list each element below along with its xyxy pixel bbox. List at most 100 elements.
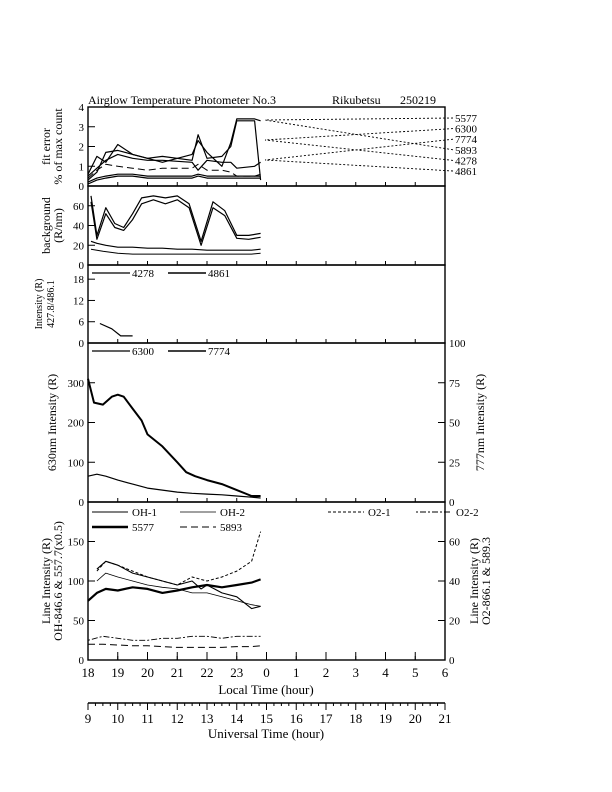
lt-tick-label: 18 xyxy=(82,665,95,680)
y-tick-label-blue-lines: 6 xyxy=(79,317,85,329)
series-blue-lines-4278 xyxy=(99,322,133,337)
series-fit-error-4278 xyxy=(87,175,261,185)
y-axis-label-line-intensity: Line Intensity (R) xyxy=(39,538,53,624)
legend-label: 5577 xyxy=(132,522,155,534)
legend-label: 6300 xyxy=(132,346,155,358)
y-tick-label-blue-lines: 0 xyxy=(79,338,85,350)
legend-label: O2-1 xyxy=(368,507,391,519)
legend-label: OH-2 xyxy=(220,507,245,519)
y-tick-label-fit-error: 3 xyxy=(79,122,85,134)
lt-tick-label: 6 xyxy=(442,665,449,680)
ut-tick-label: 11 xyxy=(141,711,154,726)
ut-tick-label: 14 xyxy=(230,711,244,726)
y-tick-label-red-lines: 100 xyxy=(68,457,85,469)
chart-station: Rikubetsu xyxy=(332,93,381,107)
series-background-bg-c xyxy=(90,240,261,251)
lt-tick-label: 3 xyxy=(353,665,360,680)
callout-leader xyxy=(264,139,454,161)
lt-tick-label: 1 xyxy=(293,665,300,680)
y-tick-label-background: 0 xyxy=(79,260,85,272)
chart-title: Airglow Temperature Photometer No.3 xyxy=(88,93,276,107)
ut-tick-label: 20 xyxy=(409,711,422,726)
series-background-bg-b xyxy=(90,199,261,246)
local-time-axis-label: Local Time (hour) xyxy=(218,682,313,697)
y-tick-label-fit-error: 4 xyxy=(79,102,85,114)
series-fit-error-4861 xyxy=(87,173,261,183)
legend-label: OH-1 xyxy=(132,507,157,519)
series-fit-error-5893 xyxy=(87,163,261,179)
callout-label: 4278 xyxy=(455,155,478,167)
y-axis-label-fit-error: fit error xyxy=(39,128,53,165)
y-axis-label-background: background xyxy=(39,197,53,254)
y-tick-label-line-intensity: 0 xyxy=(79,655,85,667)
callout-label: 6300 xyxy=(455,124,478,136)
series-fit-error-5577 xyxy=(87,153,261,177)
y-tick-label-red-lines: 300 xyxy=(68,378,85,390)
callout-label: 5893 xyxy=(455,145,478,157)
y2-tick-label-line-intensity: 20 xyxy=(449,616,461,628)
lt-tick-label: 20 xyxy=(141,665,154,680)
y2-axis-label-line-intensity: Line Intensity (R) xyxy=(467,538,481,624)
y2-tick-label-line-intensity: 60 xyxy=(449,537,461,549)
series-red-lines-7774 xyxy=(87,473,261,499)
ut-tick-label: 19 xyxy=(379,711,392,726)
lt-tick-label: 23 xyxy=(230,665,243,680)
legend-label: O2-2 xyxy=(456,507,479,519)
lt-tick-label: 0 xyxy=(263,665,270,680)
series-fit-error-7774 xyxy=(87,118,261,175)
ut-tick-label: 18 xyxy=(349,711,362,726)
y-tick-label-line-intensity: 100 xyxy=(68,576,85,588)
y2-tick-label-red-lines: 100 xyxy=(449,338,466,350)
y2-tick-label-red-lines: 25 xyxy=(449,457,461,469)
series-background-bg-a xyxy=(90,195,261,242)
y-tick-label-background: 40 xyxy=(73,221,85,233)
y-axis-label-line-intensity: OH-846.6 & 557.7(x0.5) xyxy=(51,521,65,641)
chart-date: 250219 xyxy=(400,93,436,107)
y-axis-label-background: (R/nm) xyxy=(51,208,65,243)
ut-tick-label: 13 xyxy=(201,711,214,726)
ut-tick-label: 21 xyxy=(439,711,452,726)
y-tick-label-line-intensity: 150 xyxy=(68,537,85,549)
series-red-lines-6300 xyxy=(87,378,261,497)
legend-label: 4861 xyxy=(208,268,230,280)
lt-tick-label: 2 xyxy=(323,665,330,680)
y-tick-label-background: 20 xyxy=(73,240,85,252)
y-tick-label-blue-lines: 18 xyxy=(73,274,85,286)
series-line-intensity-5577 xyxy=(87,578,261,602)
y-tick-label-background: 60 xyxy=(73,201,85,213)
ut-tick-label: 9 xyxy=(85,711,92,726)
callout-leader xyxy=(264,159,454,172)
ut-tick-label: 17 xyxy=(320,711,334,726)
callout-label: 7774 xyxy=(455,134,478,146)
legend-label: 4278 xyxy=(132,268,155,280)
y2-tick-label-red-lines: 50 xyxy=(449,418,461,430)
y2-axis-label-red-lines: 777nm Intensity (R) xyxy=(473,374,487,471)
series-fit-error-6300 xyxy=(87,120,262,181)
series-line-intensity-O2-1 xyxy=(96,531,262,586)
callout-leader xyxy=(264,119,454,151)
y-tick-label-fit-error: 1 xyxy=(79,161,85,173)
lt-tick-label: 5 xyxy=(412,665,419,680)
lt-tick-label: 21 xyxy=(171,665,184,680)
y2-tick-label-red-lines: 75 xyxy=(449,378,461,390)
series-line-intensity-OH-2 xyxy=(96,572,261,607)
y-tick-label-red-lines: 0 xyxy=(79,497,85,509)
ut-axis-label: Universal Time (hour) xyxy=(208,726,324,741)
legend-label: 7774 xyxy=(208,346,231,358)
y-tick-label-line-intensity: 50 xyxy=(73,616,85,628)
y-axis-label-blue-lines: 427.8/486.1 xyxy=(46,280,57,328)
y2-tick-label-line-intensity: 0 xyxy=(449,655,455,667)
callout-label: 5577 xyxy=(455,113,478,125)
ut-tick-label: 15 xyxy=(260,711,273,726)
ut-tick-label: 10 xyxy=(111,711,124,726)
y-tick-label-red-lines: 200 xyxy=(68,418,85,430)
series-line-intensity-5893 xyxy=(88,643,261,648)
lt-tick-label: 4 xyxy=(382,665,389,680)
series-line-intensity-OH-1 xyxy=(96,560,261,610)
callout-leader xyxy=(264,138,454,161)
ut-tick-label: 16 xyxy=(290,711,304,726)
y-axis-label-red-lines: 630nm Intensity (R) xyxy=(45,374,59,471)
legend-label: 5893 xyxy=(220,522,243,534)
